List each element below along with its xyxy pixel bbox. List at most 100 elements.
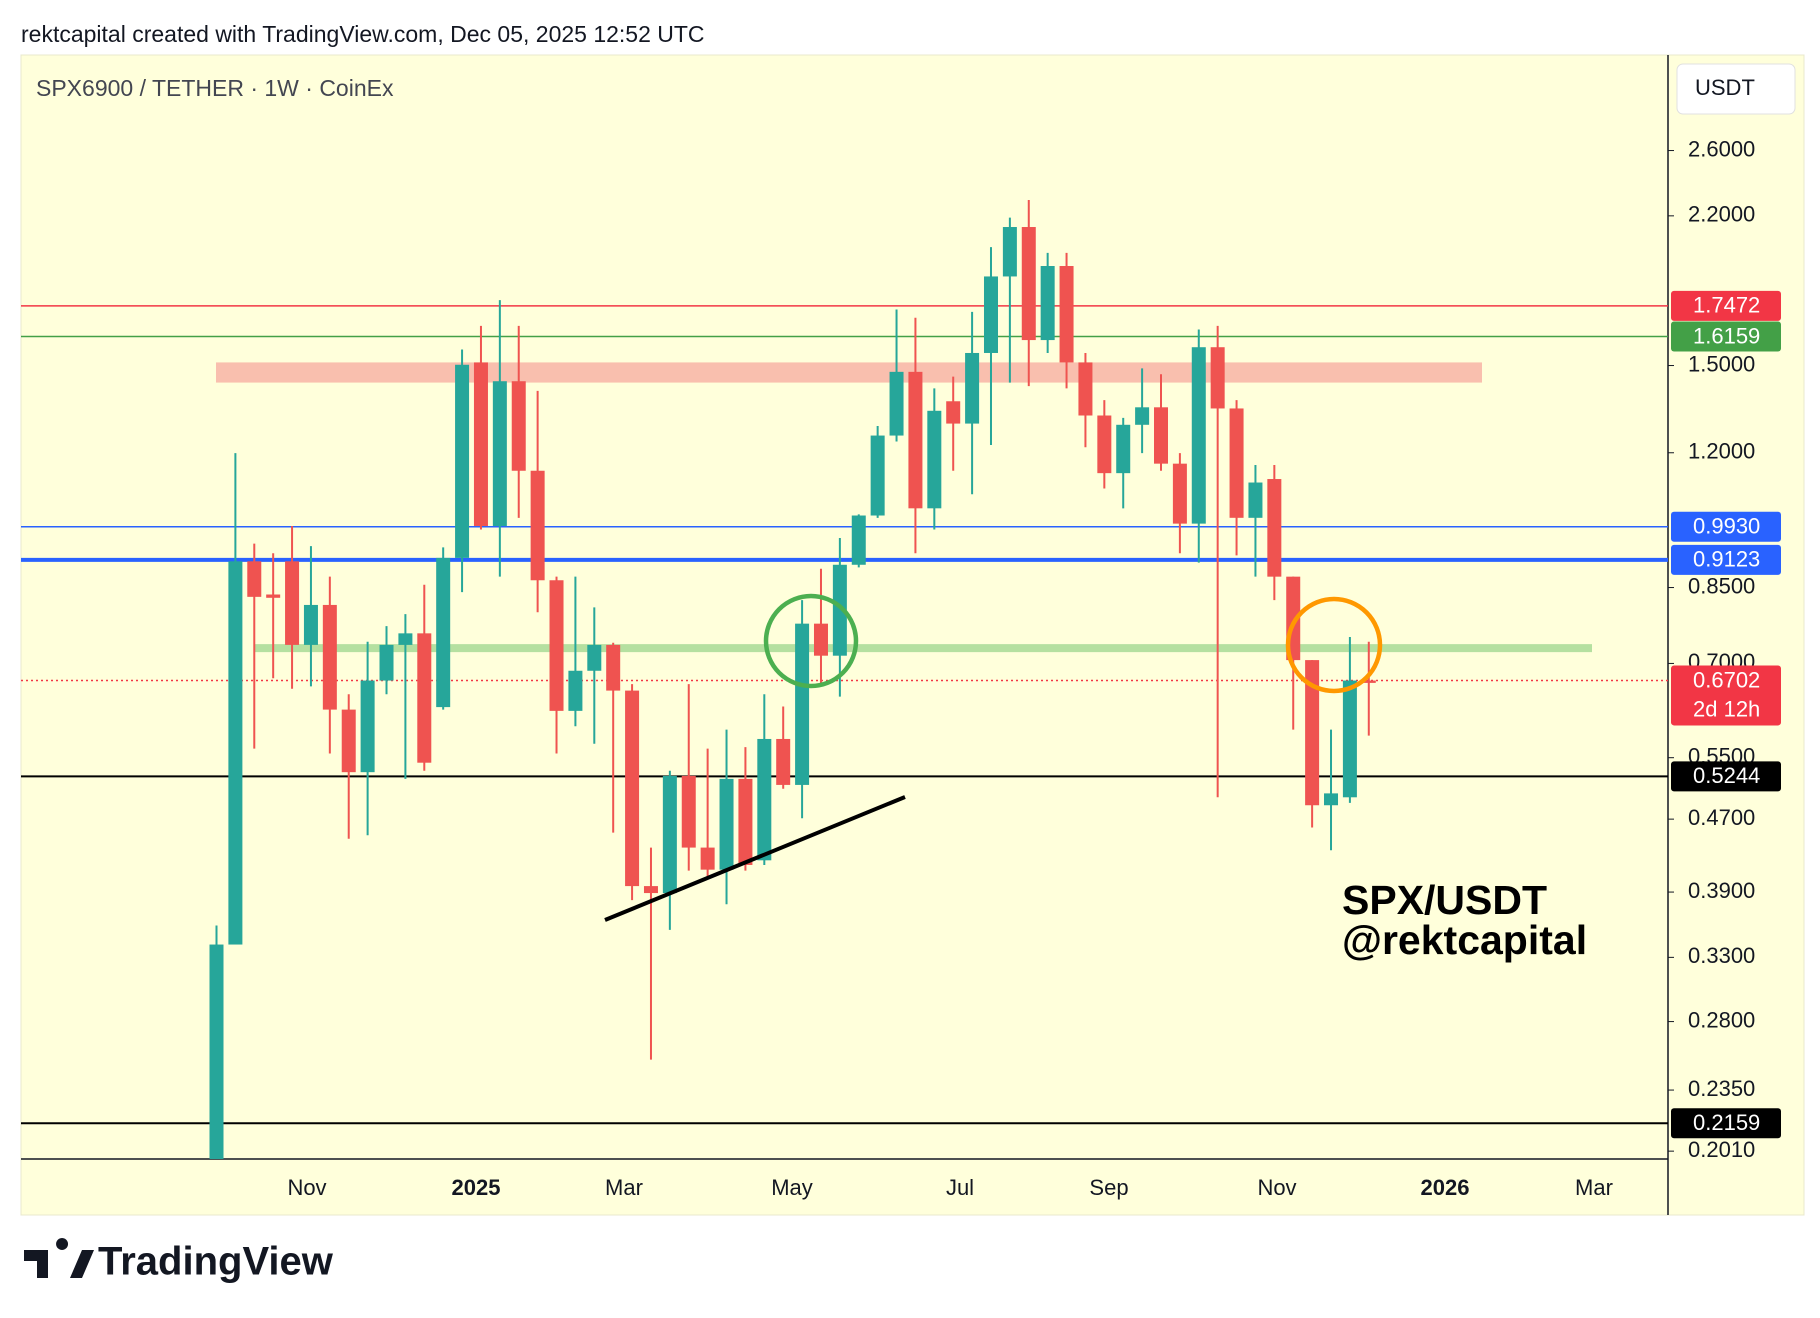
highlight-circle [1285, 596, 1383, 694]
candle-body [1267, 479, 1282, 577]
logo-text: TradingView [98, 1240, 334, 1284]
y-tick-label: 2.6000 [1688, 136, 1755, 161]
candle-body [341, 709, 356, 773]
highlight-circle [763, 593, 859, 689]
candle-body [1361, 680, 1376, 683]
candle-body [1229, 408, 1244, 518]
candle-body [322, 604, 337, 710]
candle-body [643, 886, 658, 894]
candle-body [473, 362, 488, 526]
x-tick-label: Jul [946, 1175, 974, 1200]
y-tick-label: 0.4700 [1688, 805, 1755, 830]
candle-body [606, 644, 621, 691]
candle-body [1210, 347, 1225, 409]
price-badge-label: 1.6159 [1693, 323, 1760, 348]
candle-body [379, 644, 394, 681]
watermark: SPX/USDT [1342, 877, 1547, 923]
candle-body [398, 633, 413, 645]
price-badge-label: 0.9123 [1693, 547, 1760, 572]
candle-body [908, 371, 923, 509]
x-tick-label: 2026 [1421, 1175, 1470, 1200]
candle-body [700, 847, 715, 870]
x-tick-label: Nov [287, 1175, 326, 1200]
currency-button[interactable] [1676, 63, 1796, 115]
y-tick-label: 0.8500 [1688, 573, 1755, 598]
candle-body [247, 561, 262, 597]
countdown: 2d 12h [1693, 696, 1760, 721]
price-badge-label: 0.9930 [1693, 514, 1760, 539]
candle-body [1002, 227, 1017, 277]
price-axis: 2.60002.20001.50001.20000.85000.70000.55… [1668, 136, 1781, 1162]
candle-body [511, 381, 526, 471]
candle-body [1154, 407, 1168, 464]
candle-body [813, 623, 828, 656]
price-badge-label: 0.2159 [1693, 1110, 1760, 1135]
candle-body [681, 775, 696, 848]
price-badge [1671, 544, 1781, 575]
resistance-zone [216, 362, 1482, 383]
candle-body [530, 470, 545, 581]
candle-body [870, 435, 885, 516]
candle-body [1191, 347, 1206, 524]
candle-body [889, 371, 904, 436]
chart-panel [20, 54, 1805, 1216]
logo-icon [24, 1238, 94, 1278]
candle-body [1248, 482, 1263, 518]
candle-body [303, 604, 318, 645]
y-tick-label: 1.5000 [1688, 351, 1755, 376]
candle-body [1021, 227, 1036, 341]
candle-body [228, 561, 243, 945]
x-tick-label: Mar [605, 1175, 643, 1200]
candle-body [549, 580, 564, 711]
price-badge [1671, 321, 1781, 352]
candle-body [1116, 424, 1131, 474]
candle-body [285, 561, 300, 645]
candle-body [927, 410, 942, 509]
x-tick-label: 2025 [452, 1175, 501, 1200]
candle-body [662, 775, 677, 894]
candle-body [832, 564, 847, 656]
chart-title: SPX6900 / TETHER · 1W · CoinEx [36, 75, 394, 101]
y-tick-label: 0.3300 [1688, 943, 1755, 968]
candle-body [1172, 463, 1187, 524]
candle-body [965, 352, 980, 424]
y-tick-label: 2.2000 [1688, 202, 1755, 227]
price-badge [1671, 665, 1781, 726]
candle-body [1097, 415, 1112, 474]
tradingview-logo: TradingView [24, 1238, 334, 1284]
price-badge [1671, 1108, 1781, 1139]
candle-body [209, 944, 224, 1159]
x-tick-label: Sep [1089, 1175, 1128, 1200]
candle-body [587, 644, 602, 671]
y-tick-label: 0.2800 [1688, 1007, 1755, 1032]
candle-body [1135, 407, 1150, 425]
candle-body [738, 778, 753, 865]
price-badge-label: 0.5244 [1693, 763, 1760, 788]
candle-body [1324, 793, 1339, 806]
candle-body [1305, 660, 1320, 806]
candle-body [1040, 266, 1055, 341]
y-tick-label: 0.3900 [1688, 878, 1755, 903]
trendline [604, 795, 906, 922]
candle-body [851, 515, 866, 565]
candle-body [266, 594, 281, 598]
y-tick-label: 1.2000 [1688, 439, 1755, 464]
currency[interactable]: USDT [1695, 75, 1755, 100]
candle-body [1078, 362, 1093, 416]
y-tick-label: 0.2010 [1688, 1137, 1755, 1162]
candle-body [757, 738, 772, 861]
candle-body [946, 401, 961, 424]
candle-body [776, 738, 791, 785]
x-tick-label: May [771, 1175, 813, 1200]
candle-body [625, 690, 640, 887]
price-badge-label: 1.7472 [1693, 293, 1760, 318]
candle-body [719, 778, 734, 870]
x-tick-label: Nov [1257, 1175, 1296, 1200]
candle-body [360, 680, 375, 773]
candle-body [568, 670, 583, 711]
candle-body [1059, 266, 1074, 363]
plot [21, 200, 1668, 1159]
candle-body [455, 364, 470, 558]
price-badge [1671, 290, 1781, 321]
